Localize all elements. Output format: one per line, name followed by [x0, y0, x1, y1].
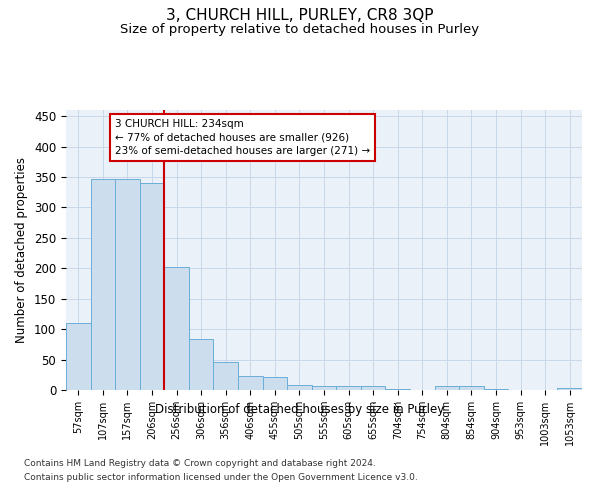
- Bar: [164, 267, 189, 390]
- Bar: [263, 377, 287, 390]
- Bar: [459, 386, 484, 390]
- Bar: [115, 180, 140, 390]
- Bar: [238, 376, 263, 390]
- Bar: [434, 386, 459, 390]
- Text: Contains public sector information licensed under the Open Government Licence v3: Contains public sector information licen…: [24, 474, 418, 482]
- Bar: [189, 340, 214, 390]
- Bar: [91, 179, 115, 390]
- Text: Contains HM Land Registry data © Crown copyright and database right 2024.: Contains HM Land Registry data © Crown c…: [24, 458, 376, 468]
- Bar: [557, 388, 582, 390]
- Y-axis label: Number of detached properties: Number of detached properties: [16, 157, 28, 343]
- Bar: [361, 386, 385, 390]
- Bar: [484, 389, 508, 390]
- Bar: [287, 384, 312, 390]
- Bar: [336, 386, 361, 390]
- Text: 3 CHURCH HILL: 234sqm
← 77% of detached houses are smaller (926)
23% of semi-det: 3 CHURCH HILL: 234sqm ← 77% of detached …: [115, 119, 370, 156]
- Bar: [66, 323, 91, 390]
- Bar: [140, 183, 164, 390]
- Bar: [214, 362, 238, 390]
- Text: Size of property relative to detached houses in Purley: Size of property relative to detached ho…: [121, 22, 479, 36]
- Bar: [312, 386, 336, 390]
- Text: 3, CHURCH HILL, PURLEY, CR8 3QP: 3, CHURCH HILL, PURLEY, CR8 3QP: [166, 8, 434, 22]
- Text: Distribution of detached houses by size in Purley: Distribution of detached houses by size …: [155, 402, 445, 415]
- Bar: [385, 389, 410, 390]
